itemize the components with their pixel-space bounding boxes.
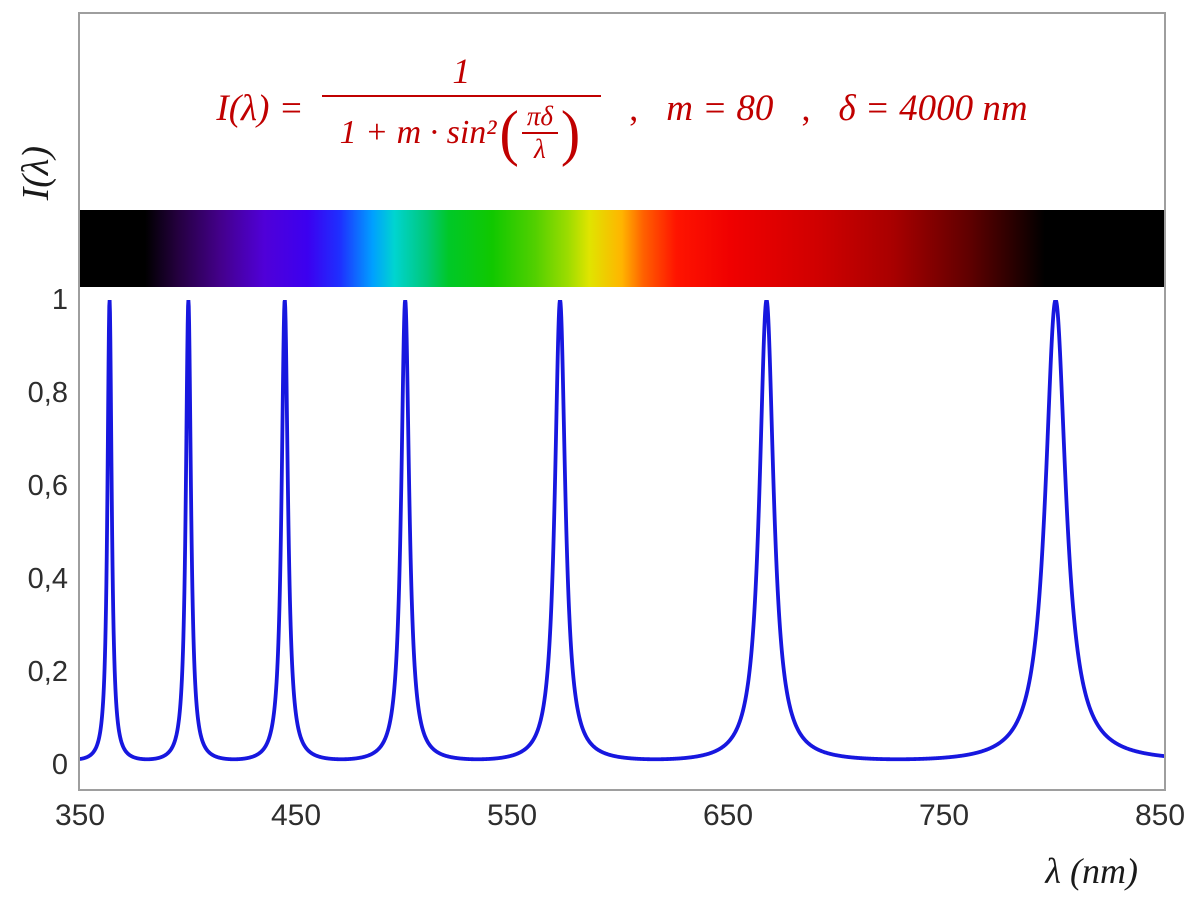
formula-denominator: 1 + m · sin² ( πδ λ )	[321, 94, 602, 168]
formula-param-delta: δ = 4000 nm	[838, 87, 1028, 129]
x-axis-label: λ (nm)	[1045, 851, 1138, 891]
plot-frame: I(λ) = 1 1 + m · sin² ( πδ λ ) , m = 80 …	[78, 12, 1166, 791]
inner-denominator: λ	[534, 134, 546, 165]
y-tick-label: 0,8	[27, 377, 68, 409]
right-paren: )	[560, 97, 581, 168]
left-paren: (	[499, 97, 519, 168]
y-tick-label: 0,2	[27, 656, 68, 688]
y-tick-label: 0,6	[27, 470, 68, 502]
y-tick-label: 1	[51, 284, 68, 316]
x-tick-label: 650	[702, 799, 754, 832]
title-formula: I(λ) = 1 1 + m · sin² ( πδ λ ) , m = 80 …	[80, 14, 1164, 202]
formula-param-m: m = 80	[666, 87, 774, 129]
intensity-curve	[80, 300, 1164, 762]
formula-comma-2: ,	[801, 88, 811, 128]
y-axis-label: I(λ)	[15, 146, 57, 201]
y-tick-label: 0,4	[27, 563, 68, 595]
formula-numerator: 1	[452, 51, 471, 92]
x-tick-label: 550	[486, 799, 538, 832]
formula-inner-fraction: πδ λ	[521, 102, 558, 165]
intensity-plot	[80, 300, 1164, 762]
x-tick-label: 750	[918, 799, 970, 832]
x-tick-label: 850	[1134, 799, 1186, 832]
formula-comma-1: ,	[629, 88, 639, 128]
x-tick-labels: 350 450 550 650 750 850	[40, 799, 1200, 833]
formula-fraction: 1 1 + m · sin² ( πδ λ )	[321, 51, 602, 168]
formula-den-prefix: 1 + m · sin²	[339, 113, 497, 151]
x-tick-label: 450	[270, 799, 322, 832]
y-tick-label: 0	[51, 749, 68, 781]
y-tick-labels: 1 0,8 0,6 0,4 0,2 0	[0, 285, 68, 780]
x-tick-label: 350	[54, 799, 106, 832]
spectrum-bar	[80, 210, 1164, 287]
inner-numerator: πδ	[521, 102, 558, 135]
formula-lhs: I(λ) =	[216, 87, 304, 129]
